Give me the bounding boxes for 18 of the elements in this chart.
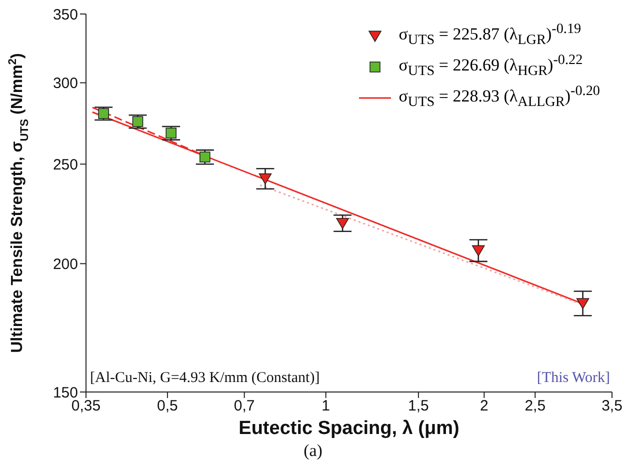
annotation: [This Work] bbox=[536, 370, 610, 387]
text: (a) bbox=[302, 441, 324, 461]
x-axis-title: Eutectic Spacing, λ (μm) bbox=[238, 418, 460, 439]
legend-label: σ$_{UTS}$ = 226.69 (λ$_{HGR}$)$^{-0.22}$ bbox=[398, 52, 583, 81]
y-tick-label: 300 bbox=[52, 75, 78, 92]
legend-label: σ$_{UTS}$ = 228.93 (λ$_{ALLGR}$)$^{-0.20}$ bbox=[398, 83, 600, 112]
x-tick-label: 2,5 bbox=[524, 398, 546, 415]
legend-label: σ$_{UTS}$ = 225.87 (λ$_{LGR}$)$^{-0.19}$ bbox=[398, 21, 582, 50]
y-tick-label: 250 bbox=[52, 156, 78, 174]
x-tick-label: 3,5 bbox=[602, 398, 622, 415]
x-tick-label: 2 bbox=[480, 398, 488, 415]
y-tick-label: 350 bbox=[52, 6, 78, 24]
y-tick-label: 200 bbox=[52, 256, 78, 273]
x-tick-label: 0,7 bbox=[234, 398, 255, 415]
x-tick-label: 1 bbox=[322, 398, 330, 415]
x-tick-label: 0,5 bbox=[157, 398, 178, 415]
annotation: [Al-Cu-Ni, G=4.93 K/mm (Constant)] bbox=[90, 370, 320, 387]
x-tick-label: 1,5 bbox=[408, 398, 429, 415]
